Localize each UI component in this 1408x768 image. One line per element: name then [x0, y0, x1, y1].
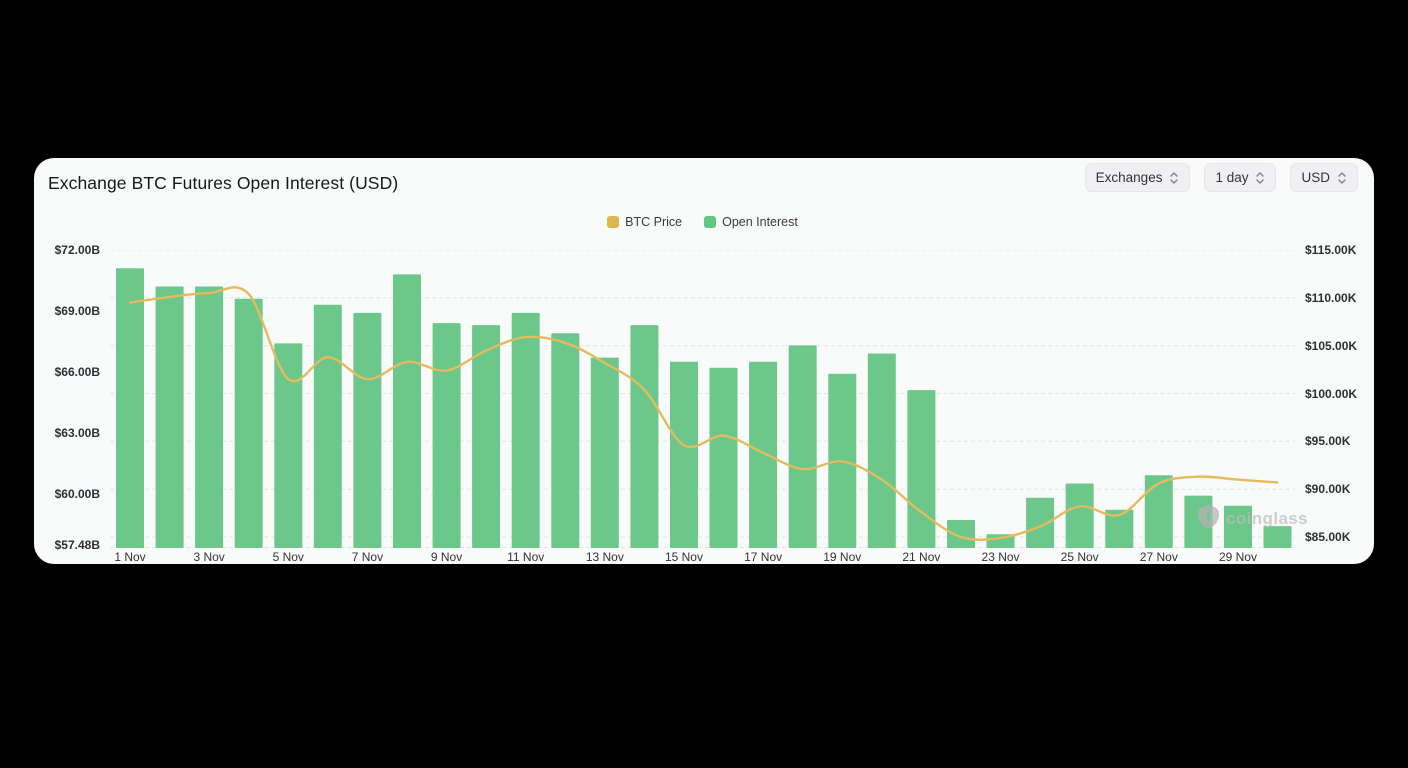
- updown-chevron-icon: [1337, 170, 1347, 186]
- open-interest-bar: [313, 304, 342, 548]
- btc-price-swatch-icon: [607, 216, 620, 228]
- x-axis-tick: 25 Nov: [1060, 550, 1099, 564]
- x-axis-tick: 5 Nov: [272, 550, 304, 564]
- open-interest-bar: [670, 361, 698, 548]
- legend-item-btc-price[interactable]: BTC Price: [607, 215, 682, 229]
- exchanges-dropdown-label: Exchanges: [1095, 170, 1163, 185]
- right-axis-tick: $85.00K: [1305, 530, 1351, 544]
- exchanges-dropdown[interactable]: Exchanges: [1084, 163, 1191, 192]
- open-interest-bar: [432, 323, 461, 548]
- open-interest-bar: [1065, 483, 1094, 548]
- open-interest-bar: [630, 325, 659, 548]
- currency-dropdown[interactable]: USD: [1290, 163, 1358, 192]
- coinglass-logo-icon: [1196, 503, 1221, 535]
- chart-plot-area[interactable]: [110, 250, 1295, 548]
- watermark-text: coinglass: [1226, 509, 1309, 528]
- open-interest-bar: [195, 286, 224, 548]
- open-interest-bar: [551, 333, 580, 548]
- right-axis-tick: $115.00K: [1305, 243, 1357, 257]
- open-interest-bar: [116, 268, 144, 548]
- x-axis-tick: 1 Nov: [114, 550, 146, 564]
- open-interest-bar: [1105, 509, 1134, 548]
- right-axis-tick: $100.00K: [1305, 386, 1358, 401]
- updown-chevron-icon: [1255, 170, 1265, 186]
- x-axis-tick: 23 Nov: [981, 550, 1020, 564]
- coinglass-watermark: coinglass: [1196, 503, 1308, 535]
- interval-dropdown-label: 1 day: [1215, 170, 1249, 185]
- x-axis-tick: 21 Nov: [902, 550, 941, 564]
- x-axis-tick: 27 Nov: [1139, 550, 1178, 564]
- left-axis-tick: $57.48B: [54, 537, 100, 552]
- open-interest-bar: [1224, 505, 1252, 548]
- open-interest-bar: [1026, 497, 1055, 548]
- left-axis-tick: $60.00B: [54, 486, 100, 501]
- chart-controls: Exchanges 1 day USD: [1084, 163, 1358, 192]
- open-interest-bar: [472, 325, 501, 548]
- open-interest-bar: [1144, 475, 1173, 548]
- x-axis-tick: 11 Nov: [507, 550, 545, 564]
- x-axis-tick: 17 Nov: [744, 550, 783, 564]
- left-axis-tick: $63.00B: [54, 425, 100, 440]
- x-axis-tick: 29 Nov: [1218, 550, 1257, 564]
- chart-title: Exchange BTC Futures Open Interest (USD): [48, 173, 399, 193]
- open-interest-bar: [947, 520, 975, 548]
- interval-dropdown[interactable]: 1 day: [1204, 163, 1277, 192]
- left-axis-tick: $66.00B: [54, 364, 100, 379]
- chart-card: Exchange BTC Futures Open Interest (USD)…: [34, 158, 1374, 564]
- right-axis-tick: $90.00K: [1305, 482, 1351, 497]
- open-interest-bar: [590, 357, 619, 548]
- open-interest-bar: [788, 345, 817, 548]
- open-interest-bar: [867, 353, 896, 548]
- open-interest-bar: [393, 274, 421, 548]
- x-axis-tick: 3 Nov: [193, 550, 225, 564]
- currency-dropdown-label: USD: [1301, 170, 1330, 185]
- right-axis-tick: $105.00K: [1305, 338, 1358, 353]
- open-interest-bar: [274, 343, 303, 548]
- right-axis-tick: $110.00K: [1305, 290, 1357, 305]
- legend: BTC Price Open Interest: [110, 215, 1295, 229]
- open-interest-bar: [155, 286, 184, 548]
- x-axis-tick: 13 Nov: [585, 550, 624, 564]
- open-interest-bar: [749, 361, 778, 548]
- x-axis-tick: 15 Nov: [664, 550, 703, 564]
- open-interest-bar: [907, 390, 936, 548]
- legend-label-open-interest: Open Interest: [722, 215, 798, 229]
- open-interest-bar: [511, 312, 540, 548]
- legend-label-btc-price: BTC Price: [625, 215, 683, 229]
- x-axis-tick: 19 Nov: [823, 550, 862, 564]
- open-interest-swatch-icon: [704, 216, 717, 228]
- x-axis-tick: 9 Nov: [430, 550, 463, 564]
- open-interest-bar: [353, 312, 382, 548]
- right-axis-tick: $95.00K: [1305, 434, 1351, 449]
- left-axis-tick: $72.00B: [54, 243, 100, 257]
- left-axis-tick: $69.00B: [54, 303, 100, 318]
- legend-item-open-interest[interactable]: Open Interest: [704, 215, 798, 229]
- open-interest-bar: [1263, 526, 1292, 548]
- updown-chevron-icon: [1169, 170, 1179, 186]
- btc-price-line: [128, 286, 1279, 541]
- open-interest-bar: [709, 367, 738, 548]
- open-interest-bar: [234, 298, 263, 548]
- x-axis-tick: 7 Nov: [351, 550, 384, 564]
